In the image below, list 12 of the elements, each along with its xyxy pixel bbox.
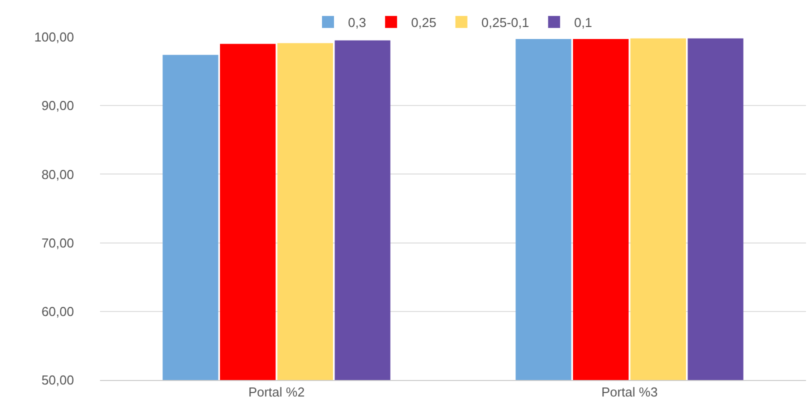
legend-label: 0,3 (348, 15, 366, 30)
y-tick-label: 70,00 (41, 235, 74, 250)
legend-label: 0,25-0,1 (481, 15, 530, 30)
x-tick-label: Portal %2 (248, 384, 305, 400)
legend-label: 0,25 (411, 15, 436, 30)
y-tick-label: 80,00 (41, 166, 74, 182)
y-tick-label: 90,00 (41, 98, 74, 114)
y-tick-label: 60,00 (41, 304, 74, 319)
legend-label: 0,1 (574, 15, 592, 30)
x-tick-label: Portal %3 (601, 384, 658, 400)
y-tick-label: 50,00 (41, 372, 74, 388)
y-tick-label: 100,00 (34, 30, 74, 45)
